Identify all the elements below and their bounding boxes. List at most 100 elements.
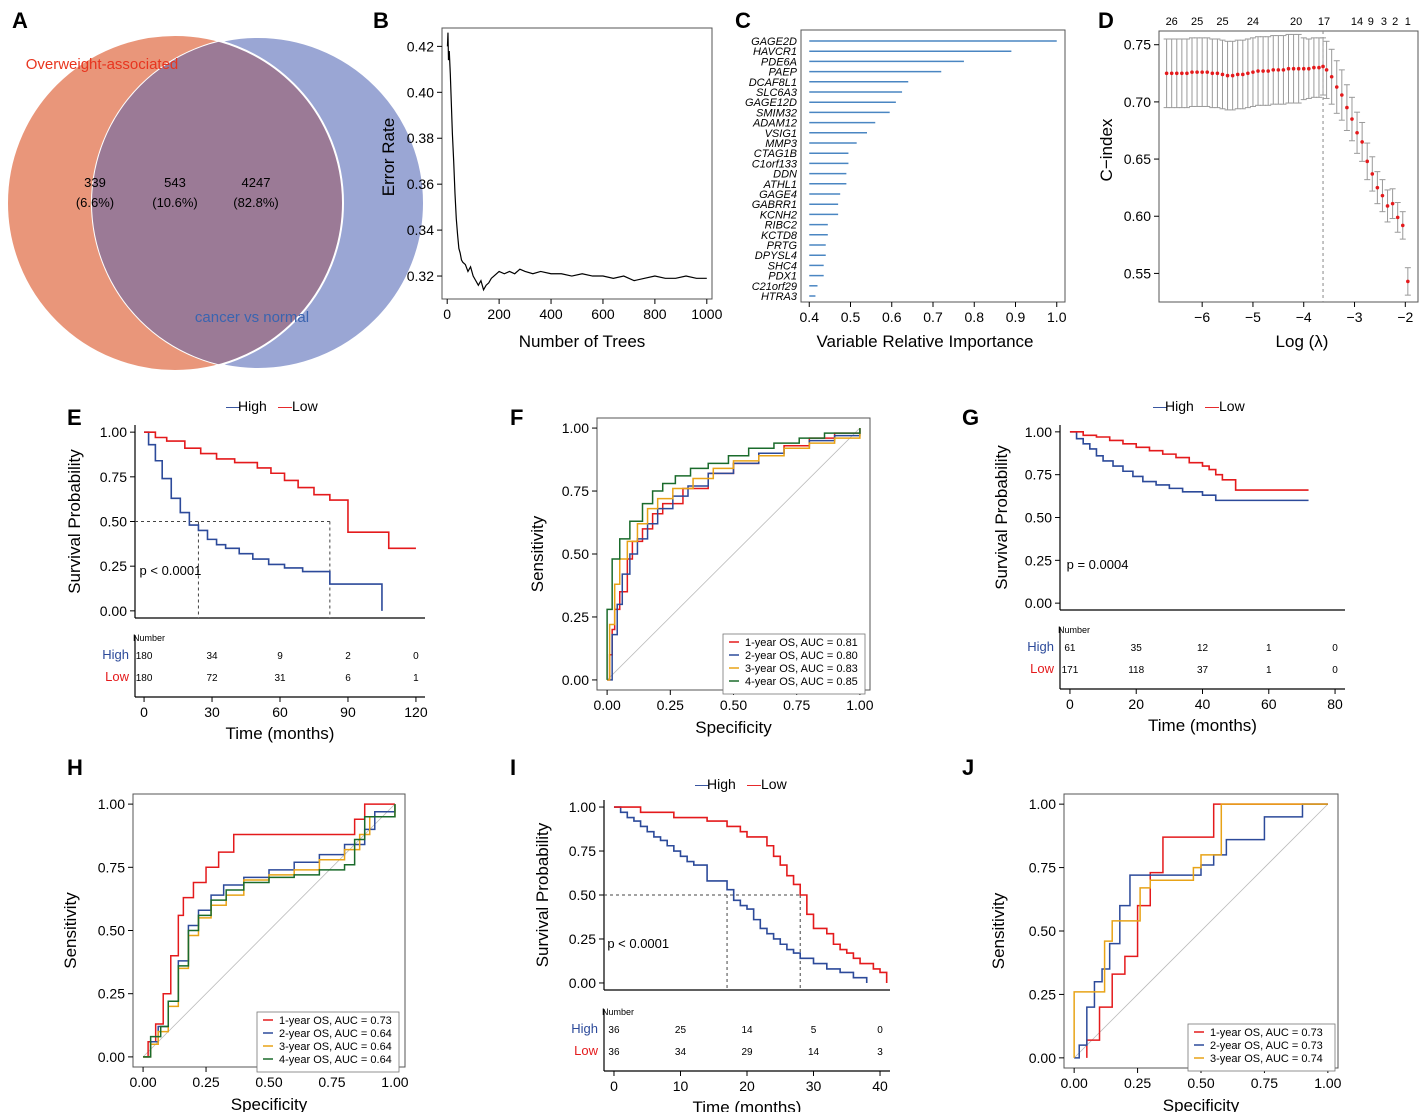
panel-f-legend-box (722, 633, 866, 695)
panel-e-xtick-label: 120 (404, 704, 428, 720)
panel-d-point (1340, 93, 1344, 97)
panel-g-ytick-label: 0.75 (1025, 467, 1052, 483)
panel-d-point (1385, 204, 1390, 208)
panel-c-gene-label: SMIM32 (756, 107, 797, 119)
panel-d-xtick-label: −2 (1397, 309, 1413, 325)
panel-c-gene-label: PRTG (767, 240, 798, 252)
panel-e-curve-high (144, 431, 383, 611)
panel-f-ylabel: Sensitivity (528, 515, 547, 592)
panel-d-point (1380, 193, 1385, 198)
panel-j-xtick-label: 1.00 (1314, 1075, 1341, 1091)
panel-d-point (1251, 70, 1255, 74)
panel-e-ytick-label: 0.50 (100, 514, 127, 530)
panel-j-ytick-label: 0.25 (1029, 986, 1056, 1002)
panel-d-point (1276, 68, 1281, 72)
panel-i-xtick-label: 20 (739, 1078, 755, 1094)
panel-f-ytick-label: 0.50 (562, 546, 589, 562)
panel-h-roc-curve-1 (143, 803, 395, 1058)
panel-d-ytick-label: 0.55 (1124, 265, 1151, 281)
panel-d-point (1225, 73, 1230, 78)
panel-g-table-row-label: High (1027, 639, 1054, 654)
panel-d-xtick-label: −3 (1347, 309, 1363, 325)
panel-e-curve-low (144, 431, 416, 550)
panel-c-gene-label: HAVCR1 (753, 46, 797, 58)
panel-c-gene-label: RIBC2 (765, 220, 797, 232)
panel-d-xlabel: Log (λ) (1276, 332, 1329, 351)
panel-j-legend-label: 1-year OS, AUC = 0.73 (1210, 1027, 1323, 1039)
panel-b-ytick-label: 0.36 (407, 176, 434, 192)
panel-g-xtick-label: 40 (1195, 696, 1211, 712)
panel-i-legend-high: High (707, 776, 736, 792)
panel-d-top-count: 9 (1368, 16, 1374, 28)
panel-d-ytick-label: 0.75 (1124, 37, 1151, 53)
panel-i-ytick-label: 1.00 (569, 799, 596, 815)
panel-e-ytick-label: 0.00 (100, 603, 127, 619)
panel-c-gene-label: VSIG1 (765, 128, 797, 140)
panel-b-frame (441, 27, 713, 300)
panel-c-gene-label: SHC4 (768, 260, 797, 272)
panel-g-curve-high (1069, 431, 1309, 502)
panel-d-top-count: 26 (1166, 16, 1178, 28)
panel-c-gene-label: GABRR1 (752, 199, 797, 211)
panel-e-table-row-label: Low (105, 669, 129, 684)
panel-d-point (1291, 66, 1296, 71)
panel-d-point (1301, 66, 1306, 71)
panel-letter-a: A (12, 8, 28, 33)
panel-c-gene-label: PDX1 (768, 271, 797, 283)
panel-b-xtick-label: 0 (443, 306, 451, 322)
panel-h-ytick-label: 0.75 (98, 859, 125, 875)
panel-g-legend-low: Low (1219, 398, 1246, 414)
panel-b-xtick-label: 1000 (691, 306, 722, 322)
panel-g-xtick-label: 20 (1128, 696, 1144, 712)
panel-d-point (1321, 64, 1325, 69)
panel-d-point (1281, 68, 1286, 72)
venn-region-percent: (6.6%) (76, 195, 114, 210)
panel-c-xtick-label: 0.7 (923, 309, 943, 325)
panel-c-gene-label: DDN (773, 169, 797, 181)
panel-g-pvalue: p = 0.0004 (1067, 557, 1129, 572)
panel-i-table-count: 29 (741, 1047, 753, 1058)
panel-c-gene-label: DPYSL4 (755, 250, 797, 262)
panel-d-ylabel: C−index (1097, 118, 1116, 181)
venn-region-percent: (10.6%) (152, 195, 198, 210)
panel-h-diagonal (142, 803, 396, 1058)
panel-d-point (1210, 71, 1215, 76)
panel-j-diagonal (1073, 803, 1329, 1059)
venn-left-label: Overweight-associated (26, 56, 179, 73)
panel-letter-i: I (510, 755, 516, 780)
panel-d-ytick-label: 0.60 (1124, 208, 1151, 224)
venn-region-count: 4247 (242, 175, 271, 190)
panel-g-xtick-label: 0 (1066, 696, 1074, 712)
panel-c-gene-label: KCNH2 (760, 209, 797, 221)
panel-d-point (1215, 71, 1220, 76)
panel-d-point (1164, 71, 1169, 76)
panel-d-top-count: 2 (1392, 16, 1398, 28)
panel-e-ylabel: Survival Probability (65, 449, 84, 594)
panel-g-table-count: 61 (1064, 643, 1076, 654)
panel-e-table-count: 180 (136, 651, 153, 662)
panel-d-point (1355, 130, 1359, 135)
panel-i-ylabel: Survival Probability (533, 822, 552, 967)
panel-d-point (1240, 72, 1245, 77)
panel-c-gene-label: ATHL1 (763, 179, 797, 191)
panel-h-ytick-label: 1.00 (98, 796, 125, 812)
panel-c-gene-label: CTAG1B (754, 148, 797, 160)
panel-c-gene-label: DCAF8L1 (749, 77, 797, 89)
panel-letter-d: D (1098, 8, 1114, 33)
panel-i-table-count: 5 (811, 1025, 817, 1036)
panel-f-roc-curve-4 (606, 428, 861, 680)
panel-d-top-count: 17 (1318, 16, 1330, 28)
panel-g-table-count: 0 (1332, 665, 1338, 676)
panel-i-xtick-label: 0 (610, 1078, 618, 1094)
panel-c-gene-label: C21orf29 (752, 281, 797, 293)
panel-g-table-count: 1 (1266, 665, 1272, 676)
panel-g-legend-high-swatch: — (1153, 398, 1167, 414)
panel-e-ytick-label: 0.75 (100, 469, 127, 485)
panel-j-xlabel: Specificity (1163, 1096, 1240, 1112)
panel-letter-e: E (67, 405, 82, 430)
panel-i-table-title: Number (602, 1007, 634, 1017)
panel-d-point (1235, 72, 1240, 77)
panel-letter-b: B (373, 8, 389, 33)
panel-d-point (1261, 69, 1265, 73)
panel-g-xtick-label: 80 (1327, 696, 1343, 712)
